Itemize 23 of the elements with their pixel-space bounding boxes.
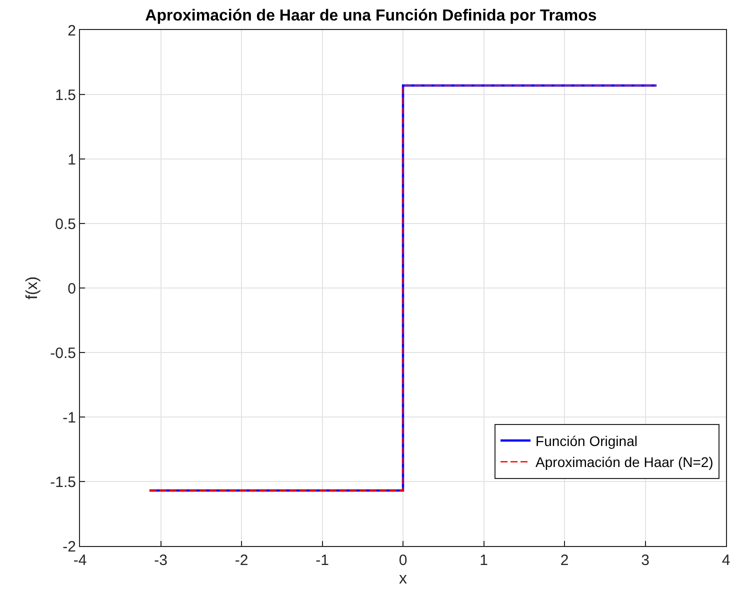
x-tick-label: 2 — [560, 552, 569, 569]
x-tick-label: -2 — [234, 552, 248, 569]
y-tick-label: -0.5 — [50, 344, 76, 362]
x-tick-label: 0 — [398, 552, 408, 569]
y-tick-label: 2 — [68, 22, 76, 40]
x-tick-label: 4 — [722, 552, 730, 569]
y-tick-label: 0.5 — [55, 216, 76, 233]
legend-label: Función Original — [536, 432, 638, 449]
x-tick-label: -1 — [316, 552, 329, 569]
legend-label: Aproximación de Haar (N=2) — [536, 454, 714, 470]
y-tick-label: 0 — [68, 280, 76, 298]
y-tick-label: 1.5 — [55, 86, 76, 104]
x-tick-label: 3 — [641, 552, 650, 569]
x-tick-label: -3 — [154, 552, 168, 569]
y-tick-label: -1.5 — [50, 474, 76, 491]
x-tick-label: -4 — [73, 552, 87, 569]
x-axis-title: x — [399, 570, 407, 588]
x-tick-label: 1 — [480, 552, 488, 569]
y-axis-title: f(x) — [24, 276, 42, 300]
y-tick-label: 1 — [68, 151, 76, 168]
chart-title: Aproximación de Haar de una Función Definida por Tramos — [145, 7, 597, 24]
y-tick-label: -1 — [62, 409, 76, 426]
y-tick-label: -2 — [62, 538, 76, 556]
